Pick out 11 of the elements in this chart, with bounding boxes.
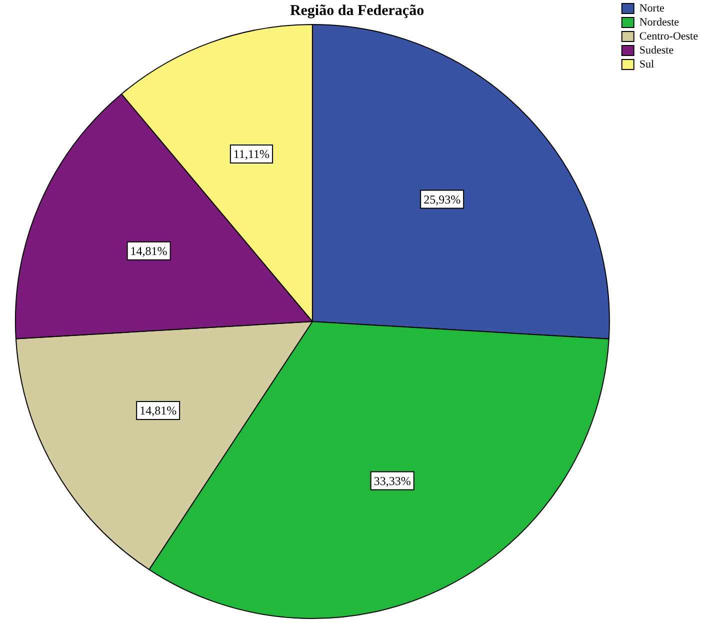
legend-label: Sudeste: [639, 44, 674, 56]
data-label: 14,81%: [130, 244, 168, 258]
chart-title: Região da Federação: [290, 2, 424, 19]
legend-label: Norte: [639, 2, 665, 14]
legend-label: Centro-Oeste: [639, 30, 698, 42]
data-label: 25,93%: [424, 192, 461, 206]
data-label: 33,33%: [374, 474, 411, 488]
legend-label: Sul: [639, 58, 654, 70]
legend-label: Nordeste: [639, 16, 680, 28]
data-label: 14,81%: [140, 404, 177, 418]
data-label: 11,11%: [233, 147, 270, 162]
